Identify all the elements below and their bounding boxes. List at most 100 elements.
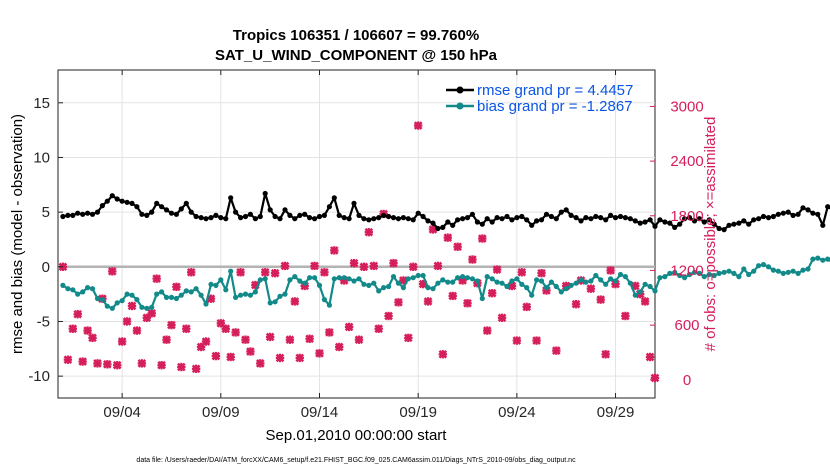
rmse-point-97 bbox=[538, 217, 545, 223]
rmse-point-17 bbox=[144, 212, 150, 218]
legend: rmse grand pr = 4.4457 bias grand pr = -… bbox=[446, 82, 633, 115]
bias-point-29 bbox=[203, 301, 209, 307]
bias-point-136 bbox=[731, 270, 737, 276]
bias-point-104 bbox=[573, 280, 579, 286]
obs-point-44 bbox=[275, 353, 285, 363]
bias-point-149 bbox=[795, 270, 801, 276]
bias-point-10 bbox=[109, 305, 115, 311]
obs-point-94 bbox=[532, 336, 541, 345]
bias-point-99 bbox=[548, 279, 555, 285]
obs-point-43 bbox=[270, 268, 280, 278]
rmse-point-60 bbox=[356, 212, 362, 218]
x-tick-label-0: 09/04 bbox=[103, 404, 141, 421]
rmse-point-56 bbox=[336, 212, 342, 218]
y-tick-label-0: -10 bbox=[28, 368, 50, 385]
obs-point-38 bbox=[246, 347, 255, 356]
rmse-point-75 bbox=[430, 220, 436, 226]
bias-point-85 bbox=[479, 295, 485, 302]
obs-point-21 bbox=[162, 335, 171, 345]
x-tick-label-3: 09/19 bbox=[399, 404, 437, 421]
x-tick-label-1: 09/09 bbox=[202, 404, 240, 421]
bias-point-49 bbox=[302, 280, 308, 286]
bias-point-100 bbox=[553, 283, 559, 290]
rmse-point-146 bbox=[780, 210, 786, 216]
rmse-point-43 bbox=[272, 213, 278, 220]
rmse-point-22 bbox=[168, 210, 175, 216]
rmse-point-147 bbox=[785, 209, 791, 215]
rmse-point-128 bbox=[691, 218, 698, 224]
rmse-point-89 bbox=[499, 216, 505, 222]
bias-point-21 bbox=[163, 294, 170, 300]
legend-bias-marker bbox=[456, 102, 464, 110]
obs-point-27 bbox=[191, 364, 201, 374]
rmse-point-61 bbox=[361, 216, 367, 222]
rmse-point-73 bbox=[420, 213, 426, 220]
rmse-point-103 bbox=[568, 212, 574, 218]
rmse-point-118 bbox=[642, 219, 648, 225]
bias-point-103 bbox=[568, 282, 574, 288]
obs-point-2 bbox=[68, 324, 78, 334]
bias-point-62 bbox=[366, 282, 372, 288]
obs-point-85 bbox=[477, 234, 487, 243]
bias-point-102 bbox=[563, 286, 569, 292]
rmse-point-140 bbox=[751, 217, 757, 223]
rmse-point-131 bbox=[706, 217, 712, 223]
obs-point-83 bbox=[468, 255, 477, 264]
rmse-point-150 bbox=[800, 205, 806, 211]
rmse-point-101 bbox=[558, 209, 564, 215]
x-axis-label: Sep.01,2010 00:00:00 start bbox=[266, 427, 448, 444]
obs-point-55 bbox=[329, 246, 339, 255]
bias-point-101 bbox=[558, 289, 564, 295]
rmse-point-130 bbox=[701, 219, 707, 225]
rmse-point-12 bbox=[119, 198, 125, 204]
plot-area bbox=[57, 69, 656, 399]
rmse-point-18 bbox=[149, 209, 155, 215]
bias-point-51 bbox=[312, 275, 318, 281]
obs-point-42 bbox=[265, 332, 275, 342]
bias-point-45 bbox=[282, 291, 288, 297]
bias-point-109 bbox=[598, 277, 604, 283]
obs-point-12 bbox=[117, 337, 127, 346]
rmse-point-1 bbox=[65, 212, 71, 218]
bias-point-137 bbox=[736, 274, 742, 280]
bias-point-122 bbox=[662, 274, 668, 280]
rmse-point-74 bbox=[425, 218, 431, 224]
obs-point-48 bbox=[295, 353, 305, 363]
bias-point-124 bbox=[672, 269, 678, 275]
bias-point-42 bbox=[267, 300, 273, 306]
bias-point-0 bbox=[60, 282, 66, 288]
rmse-point-106 bbox=[583, 215, 589, 221]
rmse-point-55 bbox=[331, 195, 337, 201]
bias-point-78 bbox=[445, 279, 451, 285]
obs-point-91 bbox=[512, 336, 522, 345]
obs-point-74 bbox=[423, 297, 433, 306]
bias-point-53 bbox=[321, 297, 327, 303]
rmse-point-99 bbox=[548, 213, 555, 220]
bias-point-98 bbox=[543, 285, 550, 291]
y2-tick-label-2: 1200 bbox=[670, 262, 703, 279]
bias-point-117 bbox=[637, 289, 643, 295]
rmse-point-96 bbox=[534, 218, 540, 224]
rmse-point-41 bbox=[262, 190, 268, 197]
rmse-point-134 bbox=[721, 227, 727, 233]
rmse-point-136 bbox=[731, 221, 737, 227]
bias-point-80 bbox=[455, 275, 461, 281]
bias-point-142 bbox=[760, 262, 767, 268]
bias-point-114 bbox=[622, 274, 629, 280]
bias-point-59 bbox=[351, 278, 357, 284]
bias-point-82 bbox=[464, 275, 471, 281]
bias-point-41 bbox=[262, 276, 268, 282]
rmse-point-37 bbox=[242, 213, 249, 220]
rmse-point-84 bbox=[474, 219, 480, 225]
obs-point-63 bbox=[369, 261, 379, 271]
bias-point-81 bbox=[460, 274, 466, 280]
rmse-point-59 bbox=[351, 200, 357, 206]
obs-point-18 bbox=[147, 308, 157, 318]
bias-point-73 bbox=[420, 272, 426, 279]
obs-point-15 bbox=[132, 326, 142, 335]
bias-point-23 bbox=[173, 295, 179, 302]
bias-point-25 bbox=[183, 288, 189, 294]
rmse-point-154 bbox=[820, 222, 826, 228]
bias-point-47 bbox=[292, 274, 298, 280]
bias-point-72 bbox=[415, 272, 421, 279]
